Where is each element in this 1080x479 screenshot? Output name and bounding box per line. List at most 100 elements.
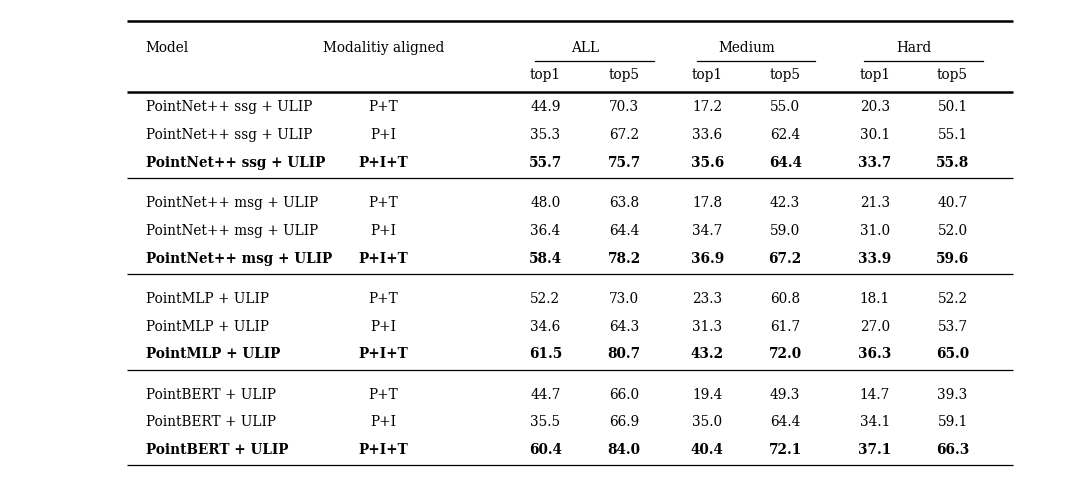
Text: PointNet++ ssg + ULIP: PointNet++ ssg + ULIP [146,128,312,142]
Text: 55.8: 55.8 [936,156,969,170]
Text: 50.1: 50.1 [937,100,968,114]
Text: top1: top1 [692,68,723,82]
Text: 52.2: 52.2 [937,292,968,306]
Text: 14.7: 14.7 [860,388,890,402]
Text: Model: Model [146,41,189,55]
Text: PointBERT + ULIP: PointBERT + ULIP [146,415,275,430]
Text: 40.4: 40.4 [691,443,724,457]
Text: 37.1: 37.1 [859,443,891,457]
Text: top5: top5 [609,68,639,82]
Text: 31.3: 31.3 [692,319,723,334]
Text: 33.7: 33.7 [859,156,891,170]
Text: 78.2: 78.2 [608,251,640,266]
Text: P+I+T: P+I+T [359,251,408,266]
Text: 27.0: 27.0 [860,319,890,334]
Text: 33.6: 33.6 [692,128,723,142]
Text: 61.5: 61.5 [529,347,562,362]
Text: 34.7: 34.7 [692,224,723,238]
Text: 80.7: 80.7 [608,347,640,362]
Text: 44.7: 44.7 [530,388,561,402]
Text: 53.7: 53.7 [937,319,968,334]
Text: 48.0: 48.0 [530,196,561,210]
Text: 75.7: 75.7 [608,156,640,170]
Text: ALL: ALL [570,41,599,55]
Text: 65.0: 65.0 [936,347,969,362]
Text: 67.2: 67.2 [769,251,801,266]
Text: PointBERT + ULIP: PointBERT + ULIP [146,388,275,402]
Text: Modalitiy aligned: Modalitiy aligned [323,41,444,55]
Text: 72.1: 72.1 [769,443,801,457]
Text: PointBERT + ULIP: PointBERT + ULIP [146,443,288,457]
Text: 66.3: 66.3 [936,443,969,457]
Text: top5: top5 [937,68,968,82]
Text: 36.4: 36.4 [530,224,561,238]
Text: 17.2: 17.2 [692,100,723,114]
Text: top1: top1 [860,68,890,82]
Text: P+I: P+I [370,319,396,334]
Text: top5: top5 [770,68,800,82]
Text: 70.3: 70.3 [609,100,639,114]
Text: 19.4: 19.4 [692,388,723,402]
Text: 72.0: 72.0 [769,347,801,362]
Text: 64.4: 64.4 [769,156,801,170]
Text: 73.0: 73.0 [609,292,639,306]
Text: 67.2: 67.2 [609,128,639,142]
Text: 44.9: 44.9 [530,100,561,114]
Text: 60.4: 60.4 [529,443,562,457]
Text: 36.3: 36.3 [859,347,891,362]
Text: Hard: Hard [896,41,931,55]
Text: 18.1: 18.1 [860,292,890,306]
Text: 35.0: 35.0 [692,415,723,430]
Text: 21.3: 21.3 [860,196,890,210]
Text: PointNet++ msg + ULIP: PointNet++ msg + ULIP [146,196,318,210]
Text: 36.9: 36.9 [691,251,724,266]
Text: 49.3: 49.3 [770,388,800,402]
Text: P+I: P+I [370,415,396,430]
Text: PointNet++ msg + ULIP: PointNet++ msg + ULIP [146,251,332,266]
Text: 34.6: 34.6 [530,319,561,334]
Text: 64.4: 64.4 [609,224,639,238]
Text: 59.6: 59.6 [936,251,969,266]
Text: 42.3: 42.3 [770,196,800,210]
Text: 31.0: 31.0 [860,224,890,238]
Text: 30.1: 30.1 [860,128,890,142]
Text: PointNet++ ssg + ULIP: PointNet++ ssg + ULIP [146,156,325,170]
Text: P+I+T: P+I+T [359,156,408,170]
Text: 23.3: 23.3 [692,292,723,306]
Text: 39.3: 39.3 [937,388,968,402]
Text: P+I+T: P+I+T [359,443,408,457]
Text: 63.8: 63.8 [609,196,639,210]
Text: 61.7: 61.7 [770,319,800,334]
Text: 17.8: 17.8 [692,196,723,210]
Text: PointMLP + ULIP: PointMLP + ULIP [146,292,269,306]
Text: 52.2: 52.2 [530,292,561,306]
Text: P+I+T: P+I+T [359,347,408,362]
Text: 43.2: 43.2 [691,347,724,362]
Text: 62.4: 62.4 [770,128,800,142]
Text: 52.0: 52.0 [937,224,968,238]
Text: P+I: P+I [370,128,396,142]
Text: PointNet++ msg + ULIP: PointNet++ msg + ULIP [146,224,318,238]
Text: 20.3: 20.3 [860,100,890,114]
Text: P+T: P+T [368,292,399,306]
Text: PointMLP + ULIP: PointMLP + ULIP [146,347,280,362]
Text: 35.5: 35.5 [530,415,561,430]
Text: 55.7: 55.7 [529,156,562,170]
Text: P+I: P+I [370,224,396,238]
Text: PointNet++ ssg + ULIP: PointNet++ ssg + ULIP [146,100,312,114]
Text: 59.0: 59.0 [770,224,800,238]
Text: top1: top1 [530,68,561,82]
Text: 33.9: 33.9 [859,251,891,266]
Text: 55.1: 55.1 [937,128,968,142]
Text: 66.9: 66.9 [609,415,639,430]
Text: P+T: P+T [368,100,399,114]
Text: 84.0: 84.0 [608,443,640,457]
Text: 59.1: 59.1 [937,415,968,430]
Text: Medium: Medium [718,41,774,55]
Text: 55.0: 55.0 [770,100,800,114]
Text: 64.4: 64.4 [770,415,800,430]
Text: 35.3: 35.3 [530,128,561,142]
Text: 58.4: 58.4 [529,251,562,266]
Text: 60.8: 60.8 [770,292,800,306]
Text: PointMLP + ULIP: PointMLP + ULIP [146,319,269,334]
